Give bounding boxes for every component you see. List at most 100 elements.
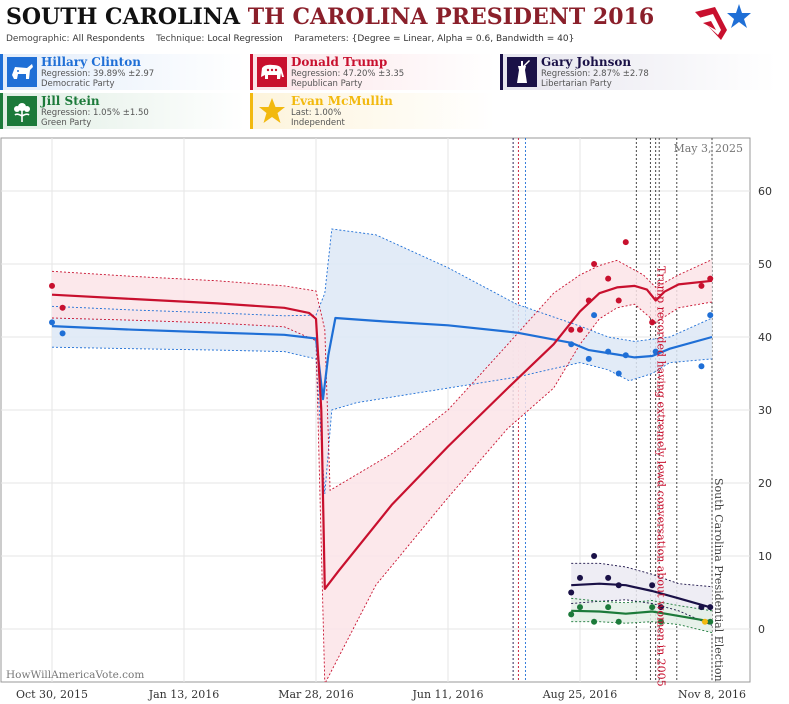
upper-bound-jill-stein: [571, 597, 713, 612]
poll-point-hillary-clinton: [591, 312, 598, 319]
y-tick-label: 50: [758, 258, 772, 271]
plot-area: [49, 138, 714, 682]
x-tick-label: Oct 30, 2015: [16, 688, 88, 701]
demographic-value: All Respondents: [72, 34, 145, 44]
poll-point-hillary-clinton: [49, 319, 55, 326]
star-icon: [257, 96, 287, 126]
annotation-lewd-conversation: Trump recorded having extremely lewd con…: [655, 266, 668, 687]
y-tick-label: 30: [758, 404, 772, 417]
flower-icon: [7, 96, 37, 126]
poll-point-donald-trump: [622, 239, 629, 246]
trend-line-hillary-clinton: [51, 316, 713, 401]
date-stamp: May 3, 2025: [673, 142, 743, 155]
poll-point-donald-trump: [577, 326, 583, 333]
x-tick-label: Mar 28, 2016: [278, 688, 354, 701]
legend-card-johnson: Gary Johnson Regression: 2.87% ±2.78 Lib…: [500, 54, 776, 90]
poll-point-hillary-clinton: [698, 363, 705, 370]
poll-point-gary-johnson: [605, 574, 612, 581]
poll-point-jill-stein: [649, 604, 656, 611]
title-subtitle: TH CAROLINA PRESIDENT 2016: [247, 4, 655, 30]
donkey-icon: [7, 57, 37, 87]
band-donald-trump: [52, 259, 712, 682]
candidate-name: Evan McMullin: [291, 94, 393, 108]
x-tick-label: Jan 13, 2016: [148, 688, 220, 701]
y-tick-label: 60: [758, 185, 772, 198]
candidate-regression: Regression: 1.05% ±1.50: [41, 108, 149, 118]
y-tick-label: 10: [758, 550, 772, 563]
poll-point-gary-johnson: [657, 604, 664, 611]
poll-point-donald-trump: [649, 319, 656, 326]
y-tick-label: 40: [758, 331, 772, 344]
poll-point-hillary-clinton: [652, 348, 659, 355]
upper-bound-donald-trump: [51, 259, 713, 492]
poll-point-hillary-clinton: [568, 341, 575, 348]
lower-bound-jill-stein: [571, 621, 713, 634]
poll-point-gary-johnson: [615, 582, 622, 589]
trend-line-donald-trump: [51, 279, 713, 590]
poll-point-gary-johnson: [649, 582, 656, 589]
x-tick-label: Nov 8, 2016: [678, 688, 746, 701]
legend-card-stein: Jill Stein Regression: 1.05% ±1.50 Green…: [0, 93, 245, 129]
poll-point-hillary-clinton: [605, 348, 612, 355]
poll-point-hillary-clinton: [707, 312, 714, 319]
demographic-key: Demographic:: [6, 34, 70, 44]
poll-point-gary-johnson: [707, 604, 714, 611]
band-hillary-clinton: [52, 229, 712, 494]
parameters-line: Demographic: All Respondents Technique: …: [6, 34, 574, 44]
candidate-name: Jill Stein: [41, 94, 100, 108]
poll-point-evan-mcmullin: [701, 618, 708, 625]
candidate-party: Democratic Party: [41, 79, 115, 89]
poll-point-donald-trump: [698, 282, 705, 289]
technique-value: Local Regression: [207, 34, 283, 44]
poll-point-donald-trump: [591, 261, 598, 267]
poll-point-donald-trump: [605, 275, 612, 282]
poll-point-jill-stein: [707, 618, 714, 625]
poll-point-donald-trump: [59, 304, 66, 311]
legend-card-mcmullin: Evan McMullin Last: 1.00% Independent: [250, 93, 495, 129]
poll-point-hillary-clinton: [622, 352, 629, 359]
candidate-regression: Regression: 47.20% ±3.35: [291, 69, 405, 79]
y-tick-label: 20: [758, 477, 772, 490]
upper-bound-hillary-clinton: [51, 228, 713, 342]
technique-key: Technique:: [156, 34, 205, 44]
poll-point-donald-trump: [707, 275, 714, 282]
poll-point-jill-stein: [605, 604, 612, 611]
poll-point-gary-johnson: [591, 553, 598, 559]
candidate-party: Republican Party: [291, 79, 363, 89]
parameters-value: {Degree = Linear, Alpha = 0.6, Bandwidth…: [351, 34, 575, 44]
poll-point-donald-trump: [585, 297, 592, 304]
poll-point-jill-stein: [615, 618, 622, 625]
upper-bound-gary-johnson: [571, 562, 713, 588]
poll-point-jill-stein: [591, 618, 598, 625]
poll-point-donald-trump: [615, 297, 622, 304]
candidate-regression: Regression: 2.87% ±2.78: [541, 69, 649, 79]
poll-point-hillary-clinton: [615, 370, 622, 377]
legend-card-clinton: Hillary Clinton Regression: 39.89% ±2.97…: [0, 54, 245, 90]
candidate-party: Independent: [291, 118, 345, 128]
candidate-regression: Regression: 39.89% ±2.97: [41, 69, 155, 79]
poll-point-donald-trump: [568, 326, 575, 333]
candidate-party: Libertarian Party: [541, 79, 612, 89]
poll-point-hillary-clinton: [59, 330, 66, 337]
poll-point-gary-johnson: [698, 604, 705, 611]
candidate-party: Green Party: [41, 118, 92, 128]
candidate-regression: Last: 1.00%: [291, 108, 342, 118]
lower-bound-hillary-clinton: [51, 346, 713, 495]
poll-point-jill-stein: [577, 604, 583, 611]
trend-line-gary-johnson: [571, 582, 713, 609]
annotation-election-day: South Carolina Presidential Election: [712, 478, 725, 682]
title-state: SOUTH CAROLINA: [6, 4, 241, 30]
y-tick-label: 0: [758, 623, 765, 636]
elephant-icon: [257, 57, 287, 87]
watermark: HowWillAmericaVote.com: [6, 669, 144, 681]
poll-point-jill-stein: [568, 611, 575, 618]
x-tick-label: Jun 11, 2016: [411, 688, 483, 701]
legend-card-trump: Donald Trump Regression: 47.20% ±3.35 Re…: [250, 54, 495, 90]
parameters-key: Parameters:: [294, 34, 349, 44]
poll-point-gary-johnson: [577, 574, 583, 581]
site-logo-icon: [693, 4, 751, 46]
poll-point-gary-johnson: [568, 589, 575, 596]
candidate-name: Donald Trump: [291, 55, 388, 69]
poll-point-jill-stein: [657, 618, 664, 625]
